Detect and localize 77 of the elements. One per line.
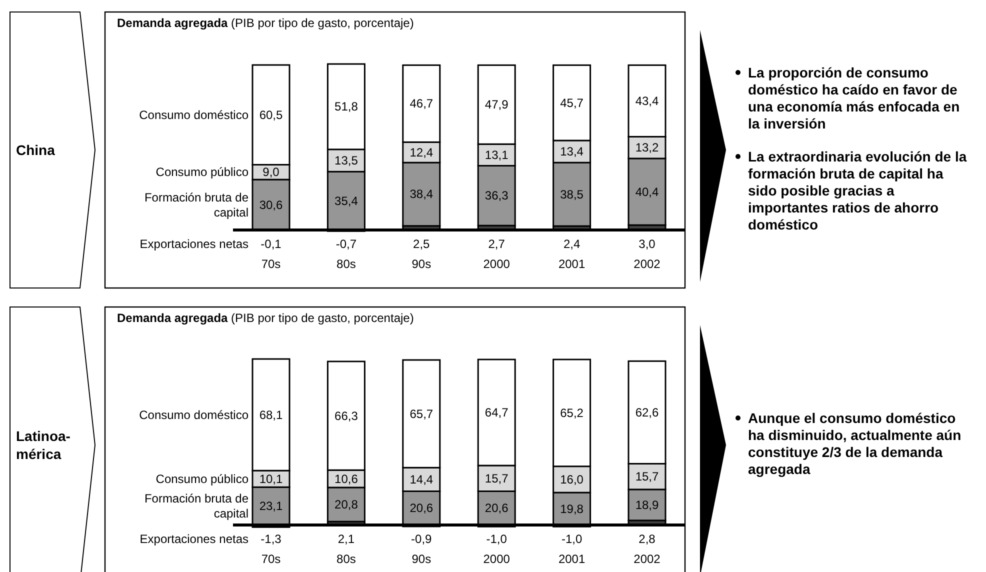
data-label: 35,4 [334,194,358,208]
x-tick-label: 70s [261,552,281,566]
data-label: 62,6 [635,405,659,420]
data-label: -1,3 [260,532,282,546]
text: Aunque el consumo doméstico ha disminuido, actualmente aún constituye 2/3 de la demanda agregada [748,410,962,477]
x-tick-label: 70s [261,257,281,271]
x-tick-label: 90s [412,257,432,271]
x-tick-label: 2002 [634,552,661,566]
x-tick-label: 2000 [483,552,510,566]
chart-subtitle: (PIB por tipo de gasto, porcentaje) [228,311,414,325]
data-label: 65,7 [410,406,434,421]
data-label: 18,9 [635,498,659,512]
data-label: 13,1 [484,148,509,162]
data-label: 20,6 [484,501,509,516]
data-label: -0,9 [411,532,432,546]
series-label: Consumo público [156,472,249,486]
data-label: 60,5 [259,108,283,122]
data-label: 13,2 [635,140,659,155]
data-label: 64,7 [484,406,509,420]
series-label: Formación bruta de capital [144,190,249,220]
text: China [16,142,56,158]
data-label: 38,5 [560,187,584,202]
data-label: 2,8 [638,532,656,546]
text: La extraordinaria evolución de la formación bruta de capital ha sido posible gracias a importantes ratios de ahorro doméstico [748,148,967,232]
data-label: 23,1 [259,499,283,514]
chart-title: Demanda agregada [117,16,228,30]
data-label: 66,3 [334,408,358,423]
data-label: 20,6 [410,501,434,516]
data-label: 65,2 [560,406,584,420]
data-label: 30,6 [259,198,283,212]
data-label: 13,5 [334,154,358,168]
x-tick-label: 80s [336,552,356,566]
data-label: 51,8 [334,100,358,114]
data-label: 13,4 [560,144,584,159]
data-label: -1,0 [561,532,582,546]
data-label: 47,9 [484,98,509,112]
data-label: 68,1 [259,408,283,422]
data-label: 45,7 [560,96,584,110]
data-label: 10,6 [334,472,358,486]
data-label: 16,0 [560,472,584,486]
data-label: -1,0 [486,532,508,546]
series-label: Exportaciones netas [140,532,248,546]
series-label: Consumo público [156,165,249,180]
x-tick-label: 2001 [558,257,586,271]
x-tick-label: 2001 [558,552,586,566]
data-label: 10,1 [259,472,283,486]
data-label: 3,0 [638,237,656,251]
data-label: 2,7 [488,237,506,251]
x-tick-label: 2002 [634,257,661,271]
data-label: 2,5 [413,237,430,251]
series-label: Consumo doméstico [139,108,249,122]
data-label: 15,7 [635,470,659,484]
data-label: 2,1 [338,532,355,546]
series-label: Consumo doméstico [139,408,249,422]
data-label: 20,8 [334,498,358,512]
data-label: 14,4 [410,472,434,486]
data-label: 9,0 [262,165,280,180]
x-tick-label: 90s [412,552,432,566]
chart-title: Demanda agregada [117,311,228,325]
series-label: Formación bruta de capital [144,492,249,521]
data-label: 12,4 [410,145,434,160]
data-label: 38,4 [410,187,434,202]
text: Latinoa-mérica [16,428,71,462]
x-tick-label: 80s [336,257,356,271]
data-label: -0,1 [260,237,282,251]
data-label: 46,7 [410,96,434,111]
chart-subtitle: (PIB por tipo de gasto, porcentaje) [228,16,414,30]
data-label: -0,7 [336,237,357,251]
data-label: 40,4 [635,184,659,199]
data-label: 2,4 [563,237,580,251]
series-label: Exportaciones netas [140,237,248,251]
data-label: 19,8 [560,502,584,516]
text: La proporción de consumo doméstico ha caído en favor de una economía más enfocada en la inversión [748,64,960,132]
data-label: 43,4 [635,94,659,108]
data-label: 15,7 [484,471,509,486]
x-tick-label: 2000 [483,257,510,271]
data-label: 36,3 [484,188,509,203]
